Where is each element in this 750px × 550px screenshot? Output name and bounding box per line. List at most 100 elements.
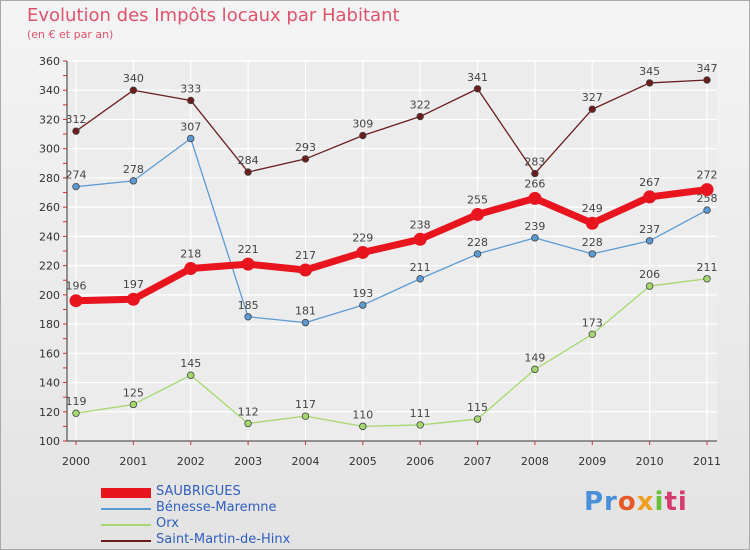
data-point: [473, 415, 482, 423]
data-label: 221: [238, 243, 259, 256]
data-label: 322: [410, 99, 431, 112]
y-tick-label: 240: [39, 230, 60, 243]
data-label: 283: [524, 156, 545, 169]
data-label: 284: [238, 154, 259, 167]
legend-item: Saint-Martin-de-Hinx: [101, 532, 401, 549]
data-point: [643, 190, 657, 204]
data-point: [588, 330, 596, 339]
data-label: 267: [639, 176, 660, 189]
data-label: 206: [639, 268, 660, 281]
data-label: 211: [697, 261, 718, 274]
data-point: [585, 216, 599, 230]
proxiti-logo: Proxiti: [584, 487, 688, 517]
y-tick-label: 280: [39, 172, 60, 185]
x-tick-label: 2009: [578, 455, 606, 468]
x-tick-label: 2002: [177, 455, 205, 468]
data-point: [703, 76, 711, 84]
legend-label: Saint-Martin-de-Hinx: [156, 532, 291, 547]
data-point: [703, 275, 711, 283]
data-label: 193: [352, 287, 373, 300]
data-label: 345: [639, 65, 660, 78]
data-point: [473, 85, 482, 93]
data-point: [69, 294, 83, 308]
data-label: 255: [467, 193, 488, 206]
data-label: 228: [582, 236, 603, 249]
data-point: [301, 155, 310, 163]
data-point: [359, 422, 367, 431]
data-point: [645, 282, 654, 290]
y-tick-label: 120: [39, 406, 60, 419]
data-point: [531, 234, 539, 242]
x-tick-label: 2007: [464, 455, 492, 468]
x-tick-label: 2011: [693, 455, 721, 468]
legend-swatch: [101, 540, 151, 542]
y-tick-label: 340: [39, 84, 60, 97]
data-label: 274: [66, 169, 87, 182]
data-point: [416, 275, 424, 283]
data-point: [244, 168, 252, 176]
data-point: [588, 250, 596, 258]
y-tick-label: 220: [39, 260, 60, 273]
data-label: 249: [582, 202, 603, 215]
data-label: 125: [123, 386, 144, 399]
data-point: [301, 412, 310, 420]
data-label: 307: [180, 120, 201, 133]
data-point: [588, 105, 596, 113]
y-tick-label: 300: [39, 143, 60, 156]
y-tick-label: 200: [39, 289, 60, 302]
data-point: [187, 134, 195, 143]
x-tick-label: 2006: [406, 455, 434, 468]
data-label: 145: [180, 357, 201, 370]
data-point: [416, 421, 424, 429]
series-line: [75, 278, 708, 428]
y-tick-label: 360: [39, 55, 60, 68]
chart-title: Evolution des Impôts locaux par Habitant: [27, 5, 400, 26]
data-label: 293: [295, 141, 316, 154]
data-point: [72, 127, 80, 135]
data-label: 218: [180, 248, 201, 261]
data-point: [473, 250, 482, 258]
x-tick-label: 2004: [291, 455, 319, 468]
data-label: 228: [467, 236, 488, 249]
plot-area: [67, 61, 717, 441]
data-label: 272: [697, 169, 718, 182]
data-point: [129, 177, 138, 185]
y-tick-label: 260: [39, 201, 60, 214]
data-point: [528, 191, 542, 205]
data-label: 173: [582, 316, 603, 329]
data-label: 112: [238, 405, 259, 418]
legend-label: SAUBRIGUES: [156, 484, 241, 499]
data-point: [416, 112, 424, 121]
series-line: [75, 79, 708, 175]
data-point: [187, 96, 195, 105]
data-point: [359, 301, 367, 309]
data-point: [645, 79, 654, 87]
data-label: 115: [467, 401, 488, 414]
data-point: [703, 206, 711, 214]
y-tick-label: 100: [39, 435, 60, 448]
data-label: 347: [697, 62, 718, 75]
data-point: [645, 237, 654, 245]
legend-swatch: [101, 524, 151, 526]
legend-label: Bénesse-Maremne: [156, 500, 277, 515]
legend-item: SAUBRIGUES: [101, 484, 401, 501]
data-point: [356, 245, 370, 259]
data-label: 111: [410, 407, 431, 420]
x-tick-label: 2005: [349, 455, 377, 468]
legend-swatch: [101, 488, 151, 498]
data-point: [129, 400, 138, 409]
legend-item: Orx: [101, 516, 401, 533]
data-point: [531, 169, 539, 178]
data-label: 341: [467, 71, 488, 84]
data-label: 239: [524, 220, 545, 233]
legend-swatch: [101, 508, 151, 510]
data-label: 197: [123, 278, 144, 291]
data-point: [184, 262, 198, 276]
data-label: 229: [352, 231, 373, 244]
data-point: [301, 318, 310, 327]
data-label: 327: [582, 91, 603, 104]
data-label: 278: [123, 163, 144, 176]
data-point: [244, 313, 252, 321]
data-point: [241, 257, 255, 271]
